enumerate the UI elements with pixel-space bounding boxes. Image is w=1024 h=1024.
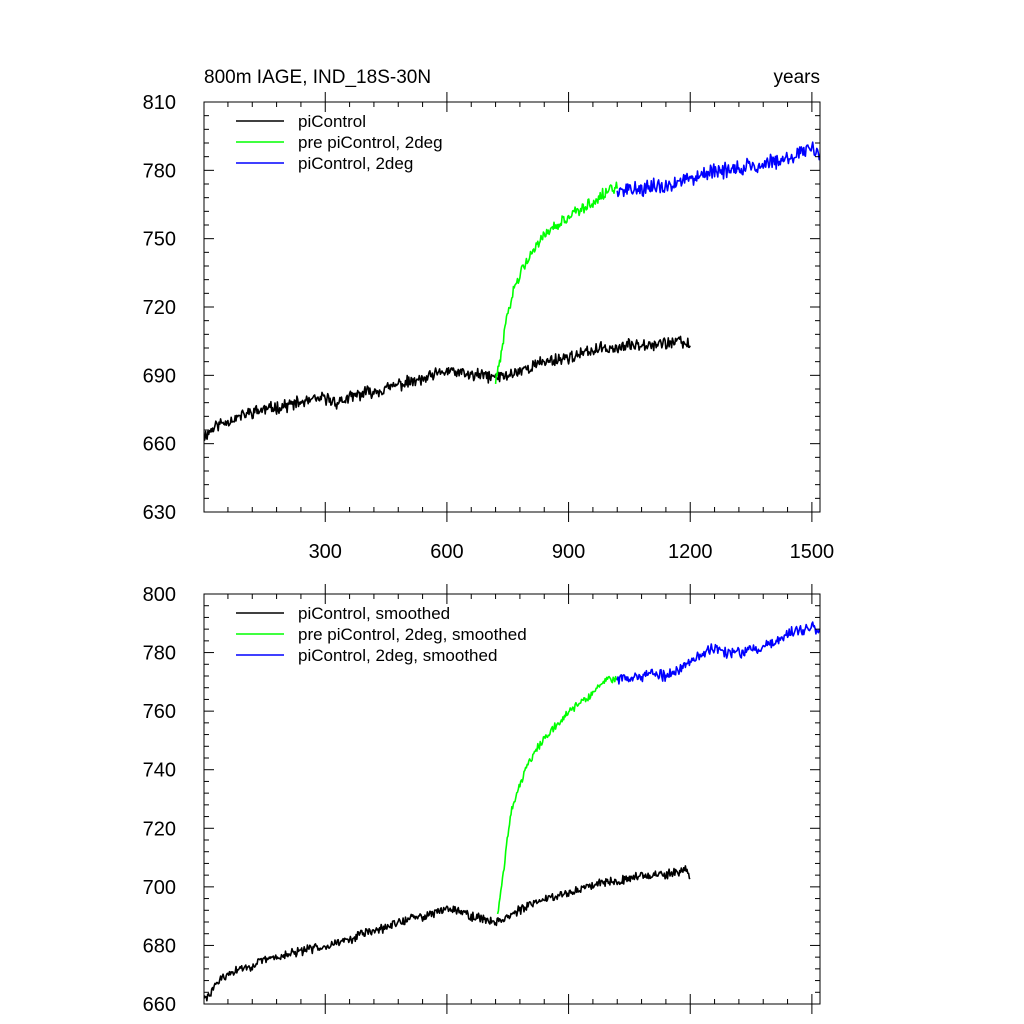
bottom-panel: 660 680 700 720 740 760 780 800 piControl, smoot… [143, 584, 821, 1016]
y-tick-label: 690 [143, 365, 176, 387]
y-tick-label: 810 [143, 92, 176, 114]
legend-label: pre piControl, 2deg, smoothed [298, 625, 527, 644]
y-tick-label: 660 [143, 994, 176, 1016]
y-tick-label: 720 [143, 297, 176, 319]
units-label: years [774, 67, 820, 88]
y-tick-label: 760 [143, 701, 176, 723]
y-tick-label: 800 [143, 584, 176, 606]
plot-frame [203, 593, 821, 1005]
series-line-picontrol-2deg [616, 141, 820, 198]
top-panel: 630 660 690 720 750 780 810 300 600 900 1200 1500 pi… [143, 92, 835, 563]
y-tick-label: 630 [143, 502, 176, 524]
y-tick-label: 680 [143, 935, 176, 957]
y-tick-label: 700 [143, 877, 176, 899]
y-tick-label: 740 [143, 760, 176, 782]
y-tick-label: 720 [143, 818, 176, 840]
legend: piControl pre piControl, 2deg piControl, 2… [236, 112, 443, 173]
x-tick-label: 300 [309, 541, 342, 563]
x-tick-label: 1500 [790, 541, 835, 563]
y-tick-label: 750 [143, 229, 176, 251]
series-group [204, 141, 820, 442]
series-line-picontrol-smoothed [204, 865, 691, 1002]
legend-label: piControl, smoothed [298, 604, 450, 623]
series-line-pre-picontrol-2deg [494, 181, 618, 384]
legend: piControl, smoothed pre piControl, 2deg, … [236, 604, 527, 665]
series-line-picontrol-2deg-smoothed [616, 621, 820, 685]
legend-label: piControl [298, 112, 366, 131]
legend-label: piControl, 2deg, smoothed [298, 646, 497, 665]
series-line-picontrol [204, 335, 691, 442]
y-tick-label: 660 [143, 434, 176, 456]
chart-title: 800m IAGE, IND_18S-30N [204, 67, 431, 88]
legend-label: piControl, 2deg [298, 154, 413, 173]
y-tick-label: 780 [143, 643, 176, 665]
y-tick-label: 780 [143, 160, 176, 182]
plot-frame [203, 101, 821, 513]
x-tick-label: 1200 [668, 541, 713, 563]
legend-label: pre piControl, 2deg [298, 133, 443, 152]
x-tick-label: 900 [552, 541, 585, 563]
series-line-pre-picontrol-2deg-smoothed [496, 675, 618, 915]
series-group [204, 621, 820, 1002]
x-tick-label: 600 [430, 541, 463, 563]
